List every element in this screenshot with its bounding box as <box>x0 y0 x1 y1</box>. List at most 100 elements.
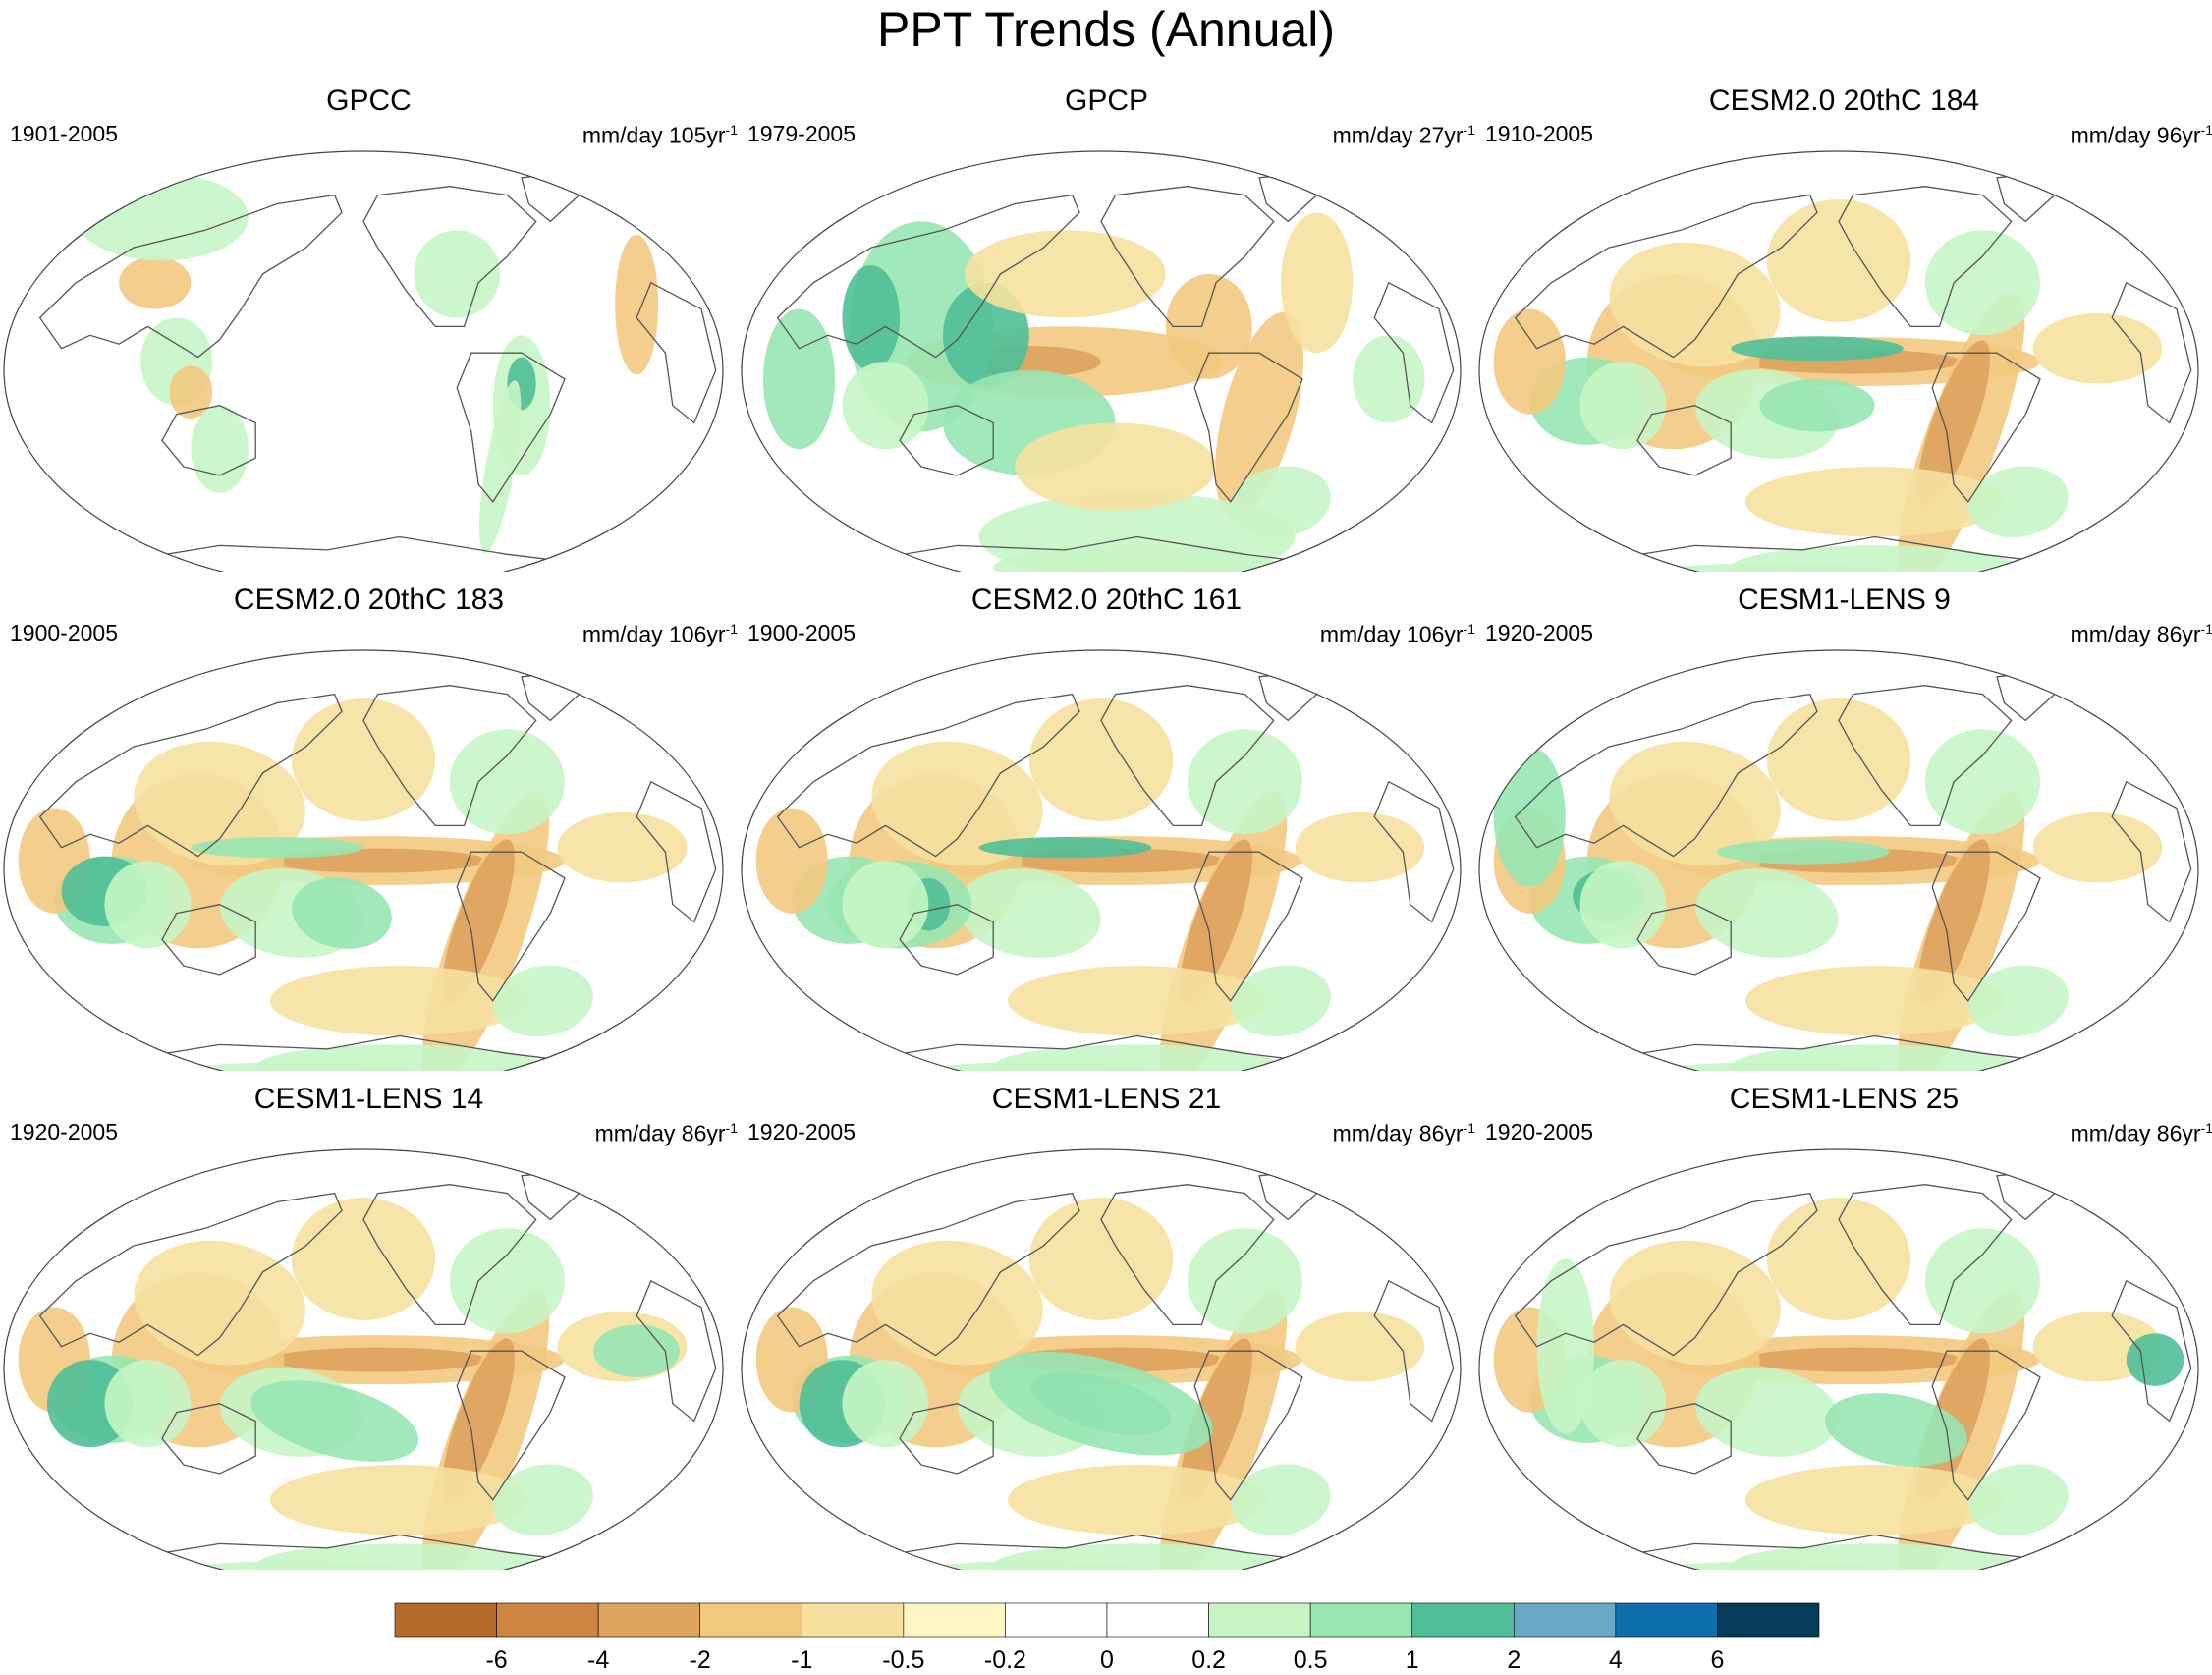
colorbar-swatch <box>1717 1602 1820 1638</box>
coastline <box>776 194 1080 359</box>
trend-region <box>1731 1044 2018 1071</box>
coastline <box>849 1034 1354 1068</box>
map-globe <box>741 649 1462 1071</box>
colorbar-swatch <box>903 1602 1006 1638</box>
trend-region <box>291 1198 436 1320</box>
colorbar-label: 0 <box>1100 1647 1114 1674</box>
coastline <box>1636 904 1732 976</box>
colorbar-swatch <box>1005 1602 1108 1638</box>
trend-region <box>191 836 363 859</box>
map-globe <box>1478 150 2199 572</box>
period-label: 1910-2005 <box>1485 121 1593 146</box>
colorbar-label: 4 <box>1609 1647 1623 1674</box>
map-globe <box>1478 1148 2199 1570</box>
trend-region <box>762 308 836 450</box>
coastline <box>38 194 343 359</box>
panel-title: CESM1-LENS 14 <box>253 1083 484 1115</box>
trend-region <box>1968 466 2069 538</box>
coastline <box>2111 1279 2192 1423</box>
colorbar-label: 6 <box>1710 1647 1724 1674</box>
units-label: mm/day 86yr-1 <box>1332 1120 1475 1146</box>
trend-region <box>1579 861 1667 949</box>
coastline <box>776 1192 1080 1357</box>
trend-region <box>1716 839 1890 865</box>
trend-region <box>76 173 249 261</box>
trend-region <box>255 1543 543 1570</box>
map-panel: CESM2.0 20thC 183 1900-2005 mm/day 106yr-1 <box>0 580 738 1071</box>
map-panel: CESM1-LENS 14 1920-2005 mm/day 86yr-1 <box>0 1079 738 1570</box>
colorbar-label: 0.2 <box>1191 1647 1226 1674</box>
colorbar-swatch <box>1513 1602 1617 1638</box>
map-panel: CESM2.0 20thC 161 1900-2005 mm/day 106yr-1 <box>738 580 1475 1071</box>
coastline <box>2111 281 2192 424</box>
trend-region <box>1924 1228 2040 1334</box>
trend-region <box>255 1044 543 1071</box>
coastline <box>1193 851 1303 1002</box>
trend-region <box>1493 747 1566 887</box>
coastline <box>362 685 537 827</box>
trend-region <box>557 812 688 883</box>
colorbar-swatch <box>597 1602 701 1638</box>
panel-title: CESM2.0 20thC 183 <box>233 584 505 616</box>
trend-region <box>1028 698 1174 821</box>
panel-title: GPCP <box>1064 84 1149 117</box>
trend-region <box>1579 362 1667 450</box>
coastline <box>849 1534 1354 1567</box>
trend-region <box>1924 230 2040 336</box>
colorbar-label: -0.5 <box>882 1647 924 1674</box>
coastline <box>899 904 994 976</box>
panel-title: CESM2.0 20thC 184 <box>1708 84 1980 117</box>
colorbar-swatch <box>496 1602 599 1638</box>
period-label: 1920-2005 <box>747 1119 856 1145</box>
coastline <box>899 405 994 476</box>
panel-title: CESM1-LENS 9 <box>1738 584 1951 616</box>
trend-region <box>1493 308 1566 415</box>
trend-region <box>269 1347 486 1372</box>
coastline <box>456 851 566 1002</box>
map-globe <box>1478 649 2199 1071</box>
coastline <box>456 1350 566 1501</box>
coastline <box>776 693 1080 858</box>
trend-region <box>291 698 436 821</box>
trend-region <box>493 965 593 1037</box>
period-label: 1901-2005 <box>10 121 118 146</box>
trend-region <box>1295 1312 1425 1382</box>
trend-region <box>1731 1543 2018 1570</box>
trend-region <box>1295 812 1425 883</box>
globe-outline <box>1478 150 2199 572</box>
coastline <box>161 904 256 976</box>
coastline <box>1586 535 2091 569</box>
period-label: 1979-2005 <box>747 121 856 146</box>
map-globe <box>741 150 1462 572</box>
trend-region <box>1744 966 2005 1036</box>
trend-region <box>1015 422 1217 511</box>
coastline <box>362 1184 537 1326</box>
units-label: mm/day 96yr-1 <box>2070 122 2212 148</box>
coastline <box>2111 780 2192 923</box>
trend-region <box>493 1464 593 1536</box>
coastline <box>1373 1279 1455 1423</box>
coastline <box>636 281 717 424</box>
colorbar-swatch <box>394 1602 497 1638</box>
trend-region <box>414 230 501 318</box>
colorbar-label: -2 <box>690 1647 711 1674</box>
trend-region <box>478 380 522 554</box>
coastline <box>636 1279 717 1423</box>
colorbar-label: 0.5 <box>1294 1647 1328 1674</box>
coastline <box>111 1534 616 1567</box>
trend-region <box>292 877 392 949</box>
coastline <box>1100 1184 1275 1326</box>
trend-region <box>1231 466 1331 538</box>
coastline <box>1838 685 2013 827</box>
colorbar-swatch <box>1208 1602 1311 1638</box>
colorbar-label: 1 <box>1406 1647 1419 1674</box>
colorbar-label: -4 <box>587 1647 609 1674</box>
trend-region <box>1968 965 2069 1037</box>
trend-region <box>755 808 828 914</box>
trend-region <box>593 1324 681 1377</box>
trend-region <box>993 545 1281 572</box>
trend-region <box>1917 340 1990 506</box>
globe-outline <box>741 150 1462 572</box>
trend-region <box>1007 1465 1267 1535</box>
trend-region <box>1281 212 1354 354</box>
